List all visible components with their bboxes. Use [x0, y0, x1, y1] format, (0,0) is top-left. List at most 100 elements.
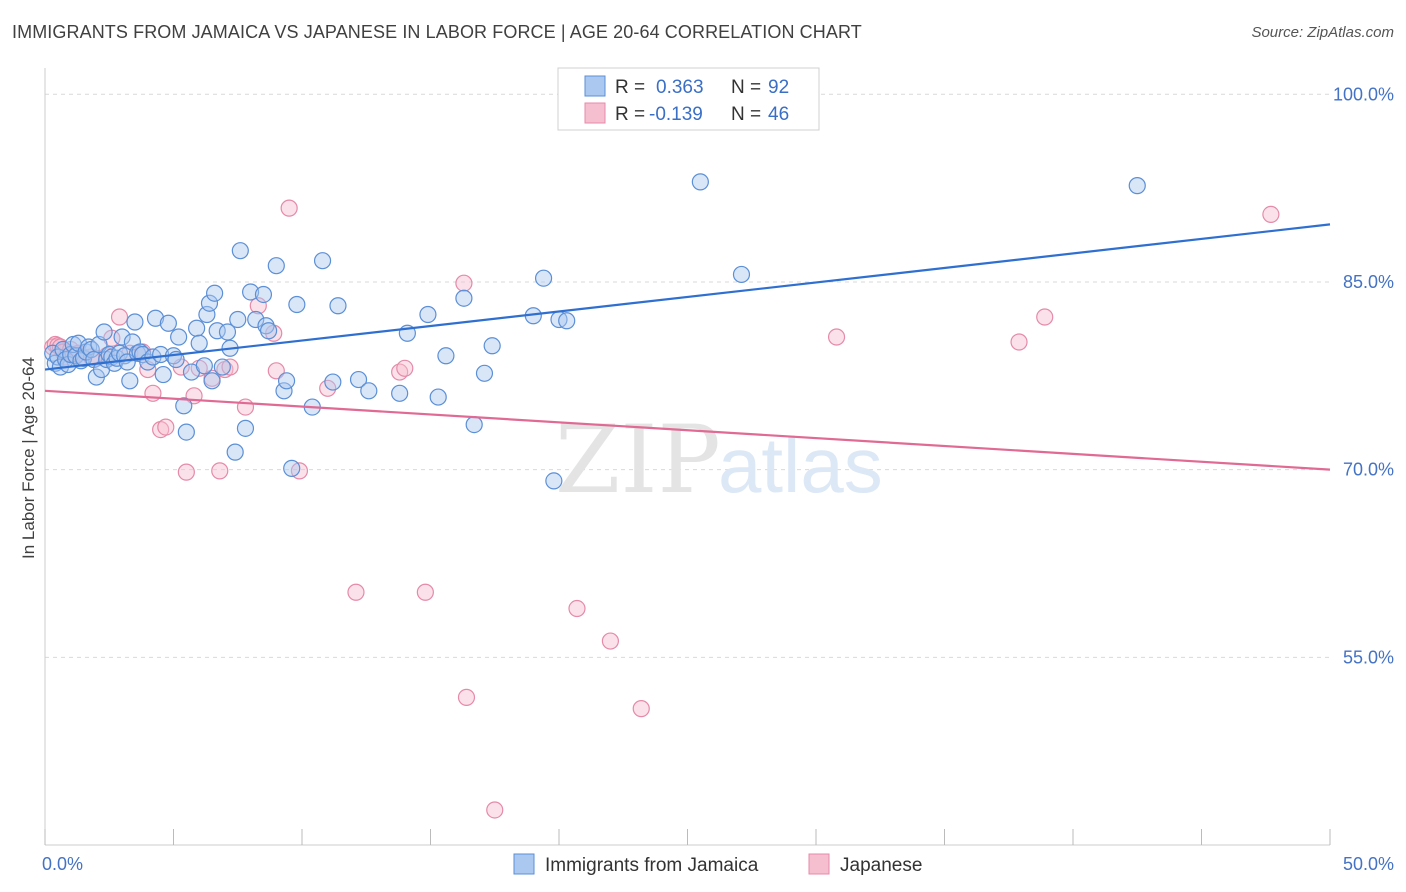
legend-n-label-1: N = [731, 77, 761, 98]
jamaica-point [195, 357, 213, 375]
japanese-point [347, 583, 365, 601]
japanese-point [267, 362, 285, 380]
jamaica-point [691, 173, 709, 191]
series-legend-japanese-label: Japanese [840, 855, 922, 876]
japanese-point [280, 199, 298, 217]
axes [44, 68, 1331, 846]
series-legend-jamaica-label: Immigrants from Jamaica [545, 855, 759, 876]
jamaica-point [732, 265, 751, 284]
series-legend: Immigrants from Jamaica Japanese [513, 853, 922, 876]
jamaica-point [313, 252, 332, 270]
jamaica-point [558, 312, 576, 330]
japanese-point [157, 418, 175, 436]
jamaica-point [267, 257, 285, 275]
jamaica-point [483, 337, 501, 355]
japanese-point [568, 599, 586, 618]
jamaica-point [545, 472, 563, 490]
jamaica-point [121, 372, 139, 390]
jamaica-point [218, 323, 237, 341]
jamaica-point [429, 388, 447, 406]
y-axis-label: In Labor Force | Age 20-64 [19, 357, 38, 559]
jamaica-point [324, 373, 342, 391]
japanese-trend-line [44, 389, 1331, 471]
jamaica-point [455, 289, 473, 307]
jamaica-point [247, 310, 265, 329]
japanese-point [1036, 308, 1054, 326]
jamaica-point [226, 443, 244, 461]
series-legend-japanese-swatch [808, 853, 830, 875]
jamaica-point [200, 294, 219, 312]
jamaica-point [475, 364, 494, 382]
watermark-atlas: atlas [718, 421, 883, 509]
jamaica-point [534, 269, 553, 287]
x-tick-labels: 0.0% 50.0% [42, 854, 1394, 874]
jamaica-point [175, 397, 193, 415]
trend-lines [44, 223, 1331, 471]
jamaica-point [254, 285, 273, 304]
jamaica-trend-line [44, 223, 1331, 371]
legend-r-value-2: -0.139 [649, 104, 703, 125]
jamaica-points [44, 173, 1146, 490]
x-tick-label: 0.0% [42, 854, 83, 874]
jamaica-point [419, 305, 437, 324]
legend-n-value-2: 46 [768, 104, 789, 125]
japanese-point [1262, 205, 1280, 223]
legend-r-value-1: 0.363 [656, 77, 704, 98]
y-tick-label: 100.0% [1333, 84, 1394, 104]
chart-title: IMMIGRANTS FROM JAMAICA VS JAPANESE IN L… [12, 22, 862, 42]
jamaica-point [190, 334, 208, 352]
legend-n-value-1: 92 [768, 77, 789, 98]
jamaica-point [177, 423, 195, 441]
watermark: ZIP atlas [555, 406, 883, 515]
legend-n-label-2: N = [731, 104, 761, 125]
japanese-point [416, 583, 434, 601]
japanese-point [211, 462, 229, 480]
jamaica-point [213, 358, 231, 376]
jamaica-point [288, 295, 306, 314]
jamaica-point [170, 328, 188, 346]
jamaica-point [277, 372, 296, 390]
jamaica-point [349, 370, 368, 389]
jamaica-point [229, 310, 247, 329]
jamaica-point [188, 319, 206, 337]
japanese-point [486, 801, 504, 819]
japanese-point [396, 359, 414, 377]
japanese-point [1010, 333, 1028, 351]
jamaica-point [242, 283, 260, 301]
x-tick-label: 50.0% [1343, 854, 1394, 874]
japanese-point [236, 398, 255, 416]
jamaica-point [257, 317, 275, 335]
japanese-point [144, 384, 162, 402]
japanese-point [177, 463, 195, 481]
watermark-zip: ZIP [555, 406, 721, 515]
y-tick-label: 85.0% [1343, 272, 1394, 292]
jamaica-point [465, 415, 483, 434]
jamaica-point [259, 322, 278, 340]
japanese-point [827, 328, 846, 346]
jamaica-point [360, 382, 378, 400]
jamaica-point [95, 323, 113, 341]
y-tick-labels: 55.0% 70.0% 85.0% 100.0% [1333, 84, 1394, 667]
japanese-point [632, 700, 650, 718]
jamaica-point [231, 242, 249, 260]
japanese-point [601, 632, 620, 650]
jamaica-point [159, 314, 177, 332]
jamaica-point [437, 347, 455, 365]
jamaica-point [113, 328, 131, 346]
jamaica-point [391, 384, 409, 402]
legend-pink-swatch [584, 102, 606, 124]
legend-r-label-1: R = [615, 77, 645, 98]
japanese-point [457, 688, 476, 706]
jamaica-point [198, 305, 216, 324]
japanese-point [249, 297, 267, 315]
jamaica-point [275, 382, 293, 400]
jamaica-point [329, 297, 347, 315]
jamaica-point [146, 309, 165, 327]
chart-source: Source: ZipAtlas.com [1251, 24, 1394, 41]
jamaica-point [1128, 177, 1146, 195]
y-tick-label: 55.0% [1343, 647, 1394, 667]
jamaica-point [283, 459, 301, 477]
series-legend-jamaica-swatch [513, 853, 535, 875]
jamaica-point [236, 419, 255, 437]
